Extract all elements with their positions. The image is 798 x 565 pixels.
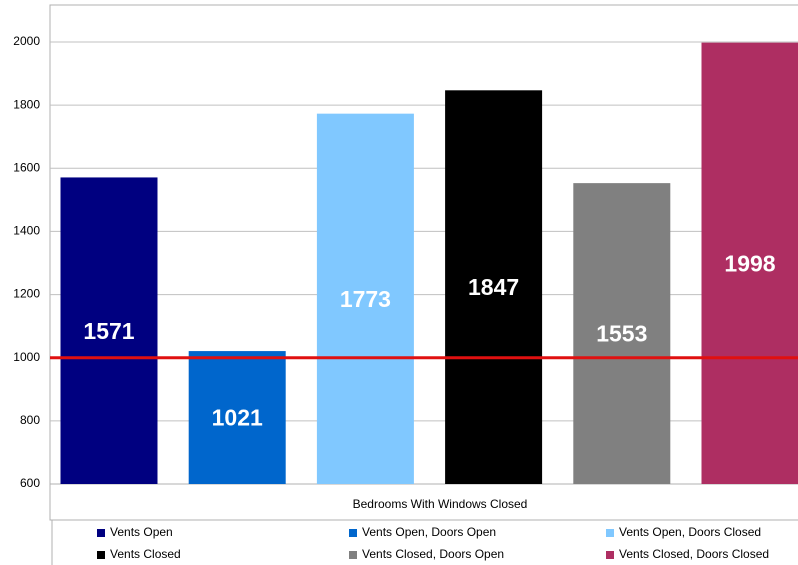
legend-label: Vents Open — [110, 525, 173, 539]
legend-label: Vents Closed, Doors Open — [362, 547, 504, 561]
bar — [701, 42, 798, 484]
y-tick-label: 1600 — [13, 160, 40, 174]
bar — [60, 177, 158, 485]
data-label: 1998 — [724, 250, 775, 276]
y-tick-label: 800 — [20, 413, 40, 427]
y-tick-label: 1400 — [13, 224, 40, 238]
legend-label: Vents Closed — [110, 547, 181, 561]
data-label: 1571 — [83, 318, 134, 344]
legend-label: Vents Open, Doors Closed — [619, 525, 761, 539]
legend-label: Vents Closed, Doors Closed — [619, 547, 769, 561]
plot-frame — [49, 4, 798, 521]
bar — [316, 113, 414, 484]
data-label: 1773 — [340, 286, 391, 312]
x-tick-label: Bedrooms With Windows Closed — [353, 497, 528, 511]
y-tick-label: 2000 — [13, 34, 40, 48]
data-label: 1021 — [212, 405, 263, 431]
legend-label: Vents Open, Doors Open — [362, 525, 496, 539]
legend-swatch — [349, 529, 357, 537]
legend-swatch — [606, 551, 614, 559]
legend-swatch — [97, 529, 105, 537]
y-tick-label: 1200 — [13, 287, 40, 301]
y-tick-label: 1000 — [13, 350, 40, 364]
y-tick-label: 600 — [20, 476, 40, 490]
legend-swatch — [97, 551, 105, 559]
bar — [188, 351, 286, 484]
data-label: 1847 — [468, 274, 519, 300]
legend-swatch — [606, 529, 614, 537]
data-label: 1553 — [596, 321, 647, 347]
y-tick-label: 1800 — [13, 97, 40, 111]
bar — [445, 90, 543, 484]
legend-swatch — [349, 551, 357, 559]
bar — [573, 183, 671, 485]
